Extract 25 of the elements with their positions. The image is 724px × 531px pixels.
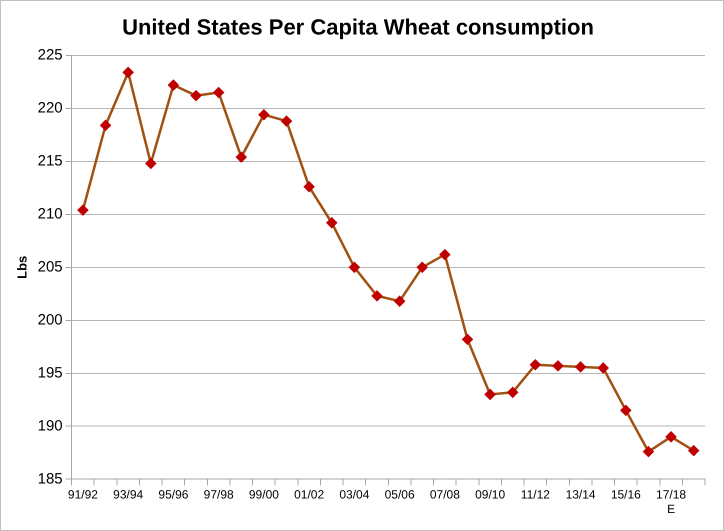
y-tick-label: 190: [38, 417, 63, 434]
x-tick-label: 01/02: [294, 488, 324, 502]
x-tick-label: 99/00: [248, 488, 280, 502]
y-axis-title: Lbs: [14, 256, 30, 279]
y-tick-label: 205: [38, 258, 63, 276]
chart-title: United States Per Capita Wheat consumption: [122, 14, 594, 40]
x-tick-label: 15/16: [610, 488, 642, 502]
y-tick-label: 210: [38, 205, 63, 222]
x-tick-label: 91/92: [68, 488, 98, 502]
x-tick-label: 13/14: [566, 488, 596, 502]
x-tick-label: 17/18 E: [656, 488, 686, 516]
y-tick-label: 195: [38, 364, 63, 382]
x-tick-label: 93/94: [113, 488, 144, 502]
x-tick-label: 97/98: [204, 488, 234, 502]
x-tick-label: 95/96: [158, 488, 189, 502]
x-tick-label: 09/10: [475, 488, 506, 502]
y-tick-label: 185: [38, 470, 63, 488]
y-tick-label: 215: [38, 152, 63, 170]
y-tick-label: 225: [38, 46, 63, 64]
x-tick-label: 07/08: [430, 488, 460, 502]
y-tick-label: 200: [38, 311, 63, 328]
x-tick-label: 11/12: [520, 488, 550, 502]
x-tick-label: 03/04: [339, 488, 370, 502]
y-tick-label: 220: [38, 100, 63, 117]
x-tick-label: 05/06: [384, 488, 415, 502]
